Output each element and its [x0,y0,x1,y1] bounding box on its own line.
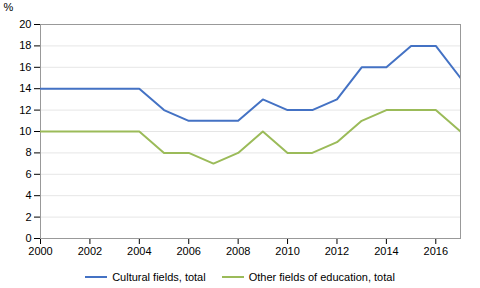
svg-text:2: 2 [25,211,31,223]
svg-text:2006: 2006 [176,245,200,257]
html-text:Other fields of education, tot: Other fields of education, total [248,271,395,283]
svg-text:14: 14 [19,82,31,94]
svg-text:8: 8 [25,146,31,158]
svg-text:6: 6 [25,168,31,180]
html-text:Cultural fields, total: Cultural fields, total [112,271,206,283]
svg-text:2010: 2010 [275,245,299,257]
svg-text:18: 18 [19,39,31,51]
svg-text:2008: 2008 [226,245,250,257]
svg-text:2002: 2002 [78,245,102,257]
svg-text:2014: 2014 [374,245,398,257]
svg-text:0: 0 [25,232,31,244]
svg-text:2000: 2000 [28,245,52,257]
svg-text:2004: 2004 [127,245,151,257]
svg-text:16: 16 [19,61,31,73]
svg-text:4: 4 [25,189,31,201]
svg-text:10: 10 [19,125,31,137]
svg-text:20: 20 [19,18,31,30]
svg-text:12: 12 [19,104,31,116]
svg-text:%: % [4,1,14,13]
svg-text:2012: 2012 [325,245,349,257]
svg-text:2016: 2016 [424,245,448,257]
